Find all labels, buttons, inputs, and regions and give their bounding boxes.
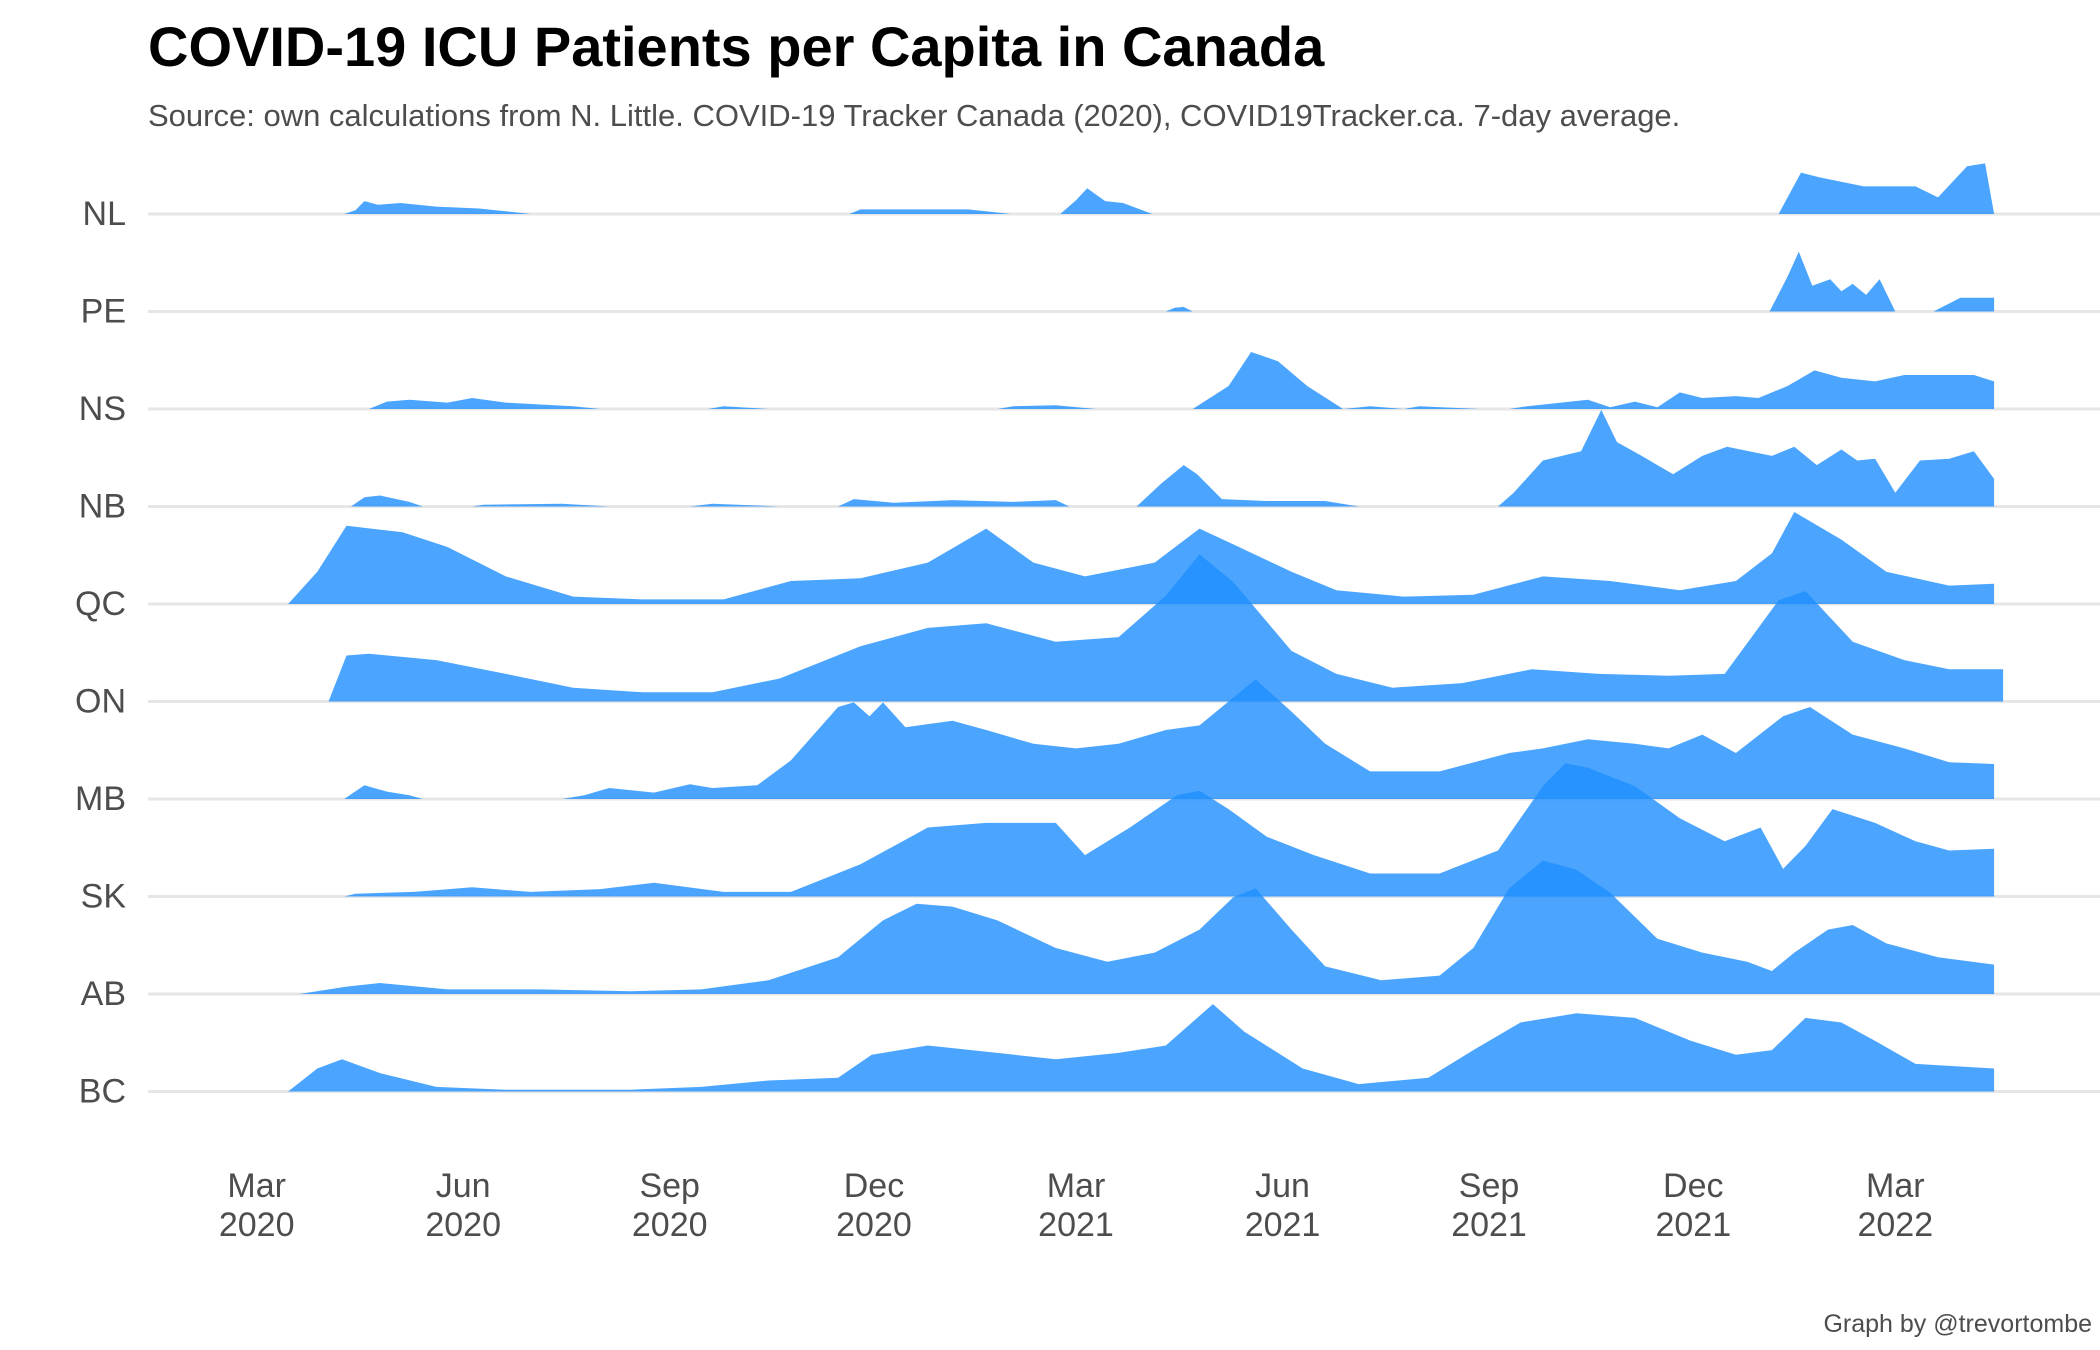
y-tick-label: BC (79, 1073, 126, 1111)
y-tick-label: PE (81, 293, 126, 331)
ridge-area-mb (344, 679, 1995, 799)
x-tick-label: Jun 2021 (1245, 1167, 1321, 1244)
ridge-area-nl (344, 163, 1995, 214)
y-tick-label: NL (83, 195, 126, 233)
x-tick-label: Mar 2021 (1038, 1167, 1114, 1244)
chart-caption: Graph by @trevortombe (1823, 1310, 2092, 1338)
ridge-area-on (328, 554, 2004, 702)
y-tick-label: NS (79, 390, 126, 428)
y-tick-label: SK (81, 878, 127, 916)
y-tick-label: NB (79, 488, 126, 526)
x-tick-label: Dec 2020 (836, 1167, 912, 1244)
ridge-area-pe (1165, 251, 1995, 312)
x-tick-label: Sep 2021 (1451, 1167, 1527, 1244)
x-tick-label: Mar 2020 (219, 1167, 295, 1244)
x-tick-label: Jun 2020 (425, 1167, 501, 1244)
ridge-area-ns (368, 352, 1995, 409)
y-tick-label: ON (75, 683, 126, 721)
chart-title: COVID-19 ICU Patients per Capita in Cana… (148, 15, 1325, 78)
y-tick-label: QC (75, 585, 126, 623)
ridge-area-qc (288, 512, 1995, 604)
y-tick-label: AB (81, 975, 126, 1013)
x-tick-label: Sep 2020 (632, 1167, 708, 1244)
ridge-area-bc (288, 1004, 1995, 1092)
x-tick-label: Mar 2022 (1857, 1167, 1933, 1244)
x-tick-label: Dec 2021 (1655, 1167, 1731, 1244)
y-tick-label: MB (75, 780, 126, 818)
ridge-area-nb (351, 409, 1995, 507)
chart-subtitle: Source: own calculations from N. Little.… (148, 98, 1681, 133)
